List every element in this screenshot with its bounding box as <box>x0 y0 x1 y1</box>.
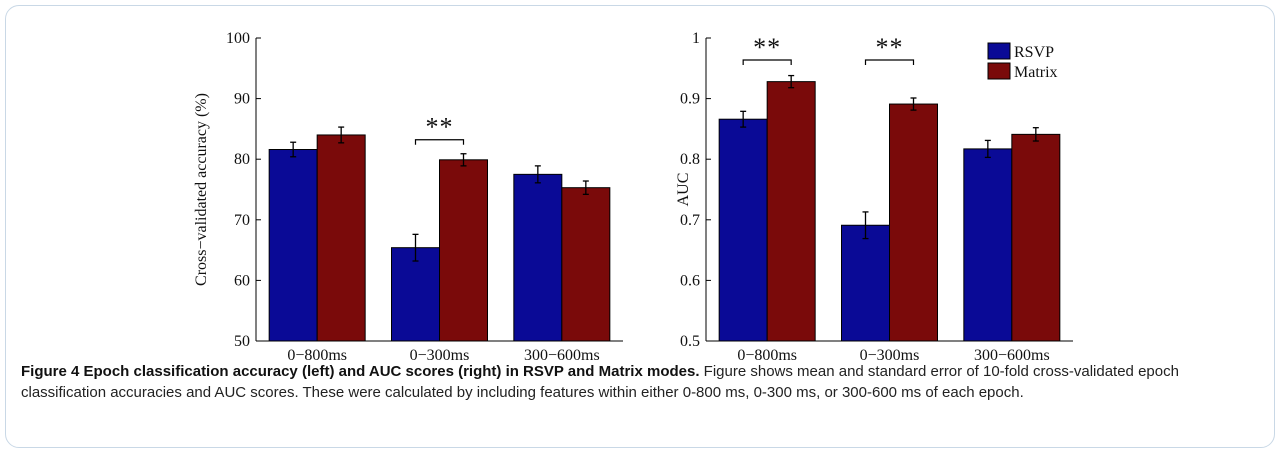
y-tick-label: 100 <box>226 30 250 47</box>
x-tick-label: 0−300ms <box>410 347 470 360</box>
bar-matrix <box>561 187 611 342</box>
y-tick-label: 80 <box>234 151 250 168</box>
legend-label-rsvp: RSVP <box>1014 44 1054 61</box>
y-tick-label: 0.5 <box>680 333 700 350</box>
caption-text: Figure shows mean and standard error of … <box>21 363 1179 401</box>
caption-title: Figure 4 Epoch classification accuracy (… <box>21 363 700 380</box>
y-tick-label: 0.8 <box>680 151 700 168</box>
significance-bracket <box>414 139 465 145</box>
y-tick-label: 0.6 <box>680 272 700 289</box>
bar-rsvp <box>513 173 563 342</box>
bar-rsvp <box>718 118 768 342</box>
bar-rsvp <box>268 149 318 342</box>
significance-bracket <box>864 59 915 65</box>
significance-bracket <box>742 59 792 65</box>
chart-auc: 0.5 0.6 0.7 0.8 0.9 1 AUC 0−800ms 0−300ms 300−600… <box>675 30 1073 360</box>
y-axis-label: AUC <box>675 173 692 207</box>
bar-matrix <box>1011 133 1061 342</box>
legend-label-matrix: Matrix <box>1014 64 1058 81</box>
legend-swatch-matrix <box>987 62 1011 80</box>
bar-matrix <box>766 81 816 342</box>
chart-accuracy: 50 60 70 80 90 100 Cross−validated accuracy (%… <box>193 30 623 360</box>
x-tick-label: 300−600ms <box>524 347 600 360</box>
bar-rsvp <box>841 224 890 342</box>
significance-marker: ** <box>876 33 904 62</box>
y-tick-label: 0.9 <box>680 91 700 108</box>
x-tick-label: 0−300ms <box>860 347 920 360</box>
y-axis-label: Cross−validated accuracy (%) <box>193 93 210 286</box>
bar-rsvp <box>963 148 1013 342</box>
y-tick-label: 70 <box>234 212 250 229</box>
x-tick-label: 0−800ms <box>287 347 347 360</box>
significance-marker: ** <box>426 113 454 142</box>
y-tick-label: 1 <box>692 30 700 47</box>
x-tick-label: 0−800ms <box>737 347 797 360</box>
y-tick-label: 50 <box>234 333 250 350</box>
y-tick-label: 60 <box>234 272 250 289</box>
y-tick-label: 90 <box>234 91 250 108</box>
y-tick-label: 0.7 <box>680 212 700 229</box>
legend-swatch-rsvp <box>987 42 1011 60</box>
bar-matrix <box>439 159 488 342</box>
x-tick-label: 300−600ms <box>974 347 1050 360</box>
significance-marker: ** <box>753 33 781 62</box>
figure-caption: Figure 4 Epoch classification accuracy (… <box>21 361 1266 403</box>
bar-matrix <box>316 134 366 342</box>
bar-matrix <box>889 103 938 342</box>
figure-frame <box>5 5 1275 448</box>
